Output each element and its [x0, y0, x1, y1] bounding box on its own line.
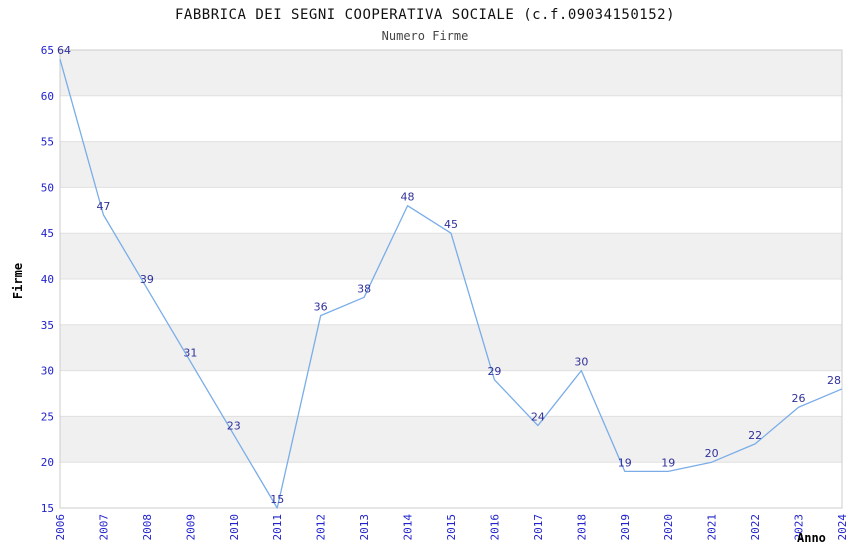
x-tick-label: 2024: [836, 514, 849, 541]
point-value-label: 23: [227, 420, 241, 433]
point-value-label: 20: [705, 447, 719, 460]
x-tick-label: 2008: [141, 514, 154, 541]
x-tick-label: 2013: [358, 514, 371, 541]
x-tick-label: 2023: [793, 514, 806, 541]
band: [60, 50, 842, 96]
point-value-label: 39: [140, 273, 154, 286]
chart-title: FABBRICA DEI SEGNI COOPERATIVA SOCIALE (…: [174, 7, 675, 23]
y-tick-label: 60: [41, 90, 54, 103]
x-tick-label: 2018: [575, 514, 588, 541]
x-tick-label: 2017: [532, 514, 545, 541]
plot-area: 64 47 39 31 23 15 36 38 48 45 29 24 30 19 19 20 22 26 28 15…: [41, 44, 849, 541]
x-tick-label: 2006: [54, 514, 67, 541]
point-value-label: 24: [531, 411, 545, 424]
x-tick-label: 2022: [749, 514, 762, 541]
x-tick-label: 2012: [315, 514, 328, 541]
point-value-label: 47: [96, 200, 110, 213]
y-tick-label: 55: [41, 136, 54, 149]
y-tick-label: 30: [41, 365, 54, 378]
x-tick-label: 2010: [228, 514, 241, 541]
y-tick-label: 40: [41, 273, 54, 286]
point-value-label: 15: [270, 493, 284, 506]
plot-border: [59, 49, 843, 509]
point-value-label: 64: [57, 44, 71, 57]
point-value-label: 19: [618, 456, 632, 469]
x-tick-label: 2011: [271, 514, 284, 541]
point-value-label: 36: [314, 301, 328, 314]
chart-subtitle: Numero Firme: [381, 29, 469, 43]
x-tick-label: 2015: [445, 514, 458, 541]
point-value-label: 48: [401, 191, 415, 204]
band: [60, 233, 842, 279]
band: [60, 141, 842, 188]
y-tick-label: 35: [41, 319, 54, 332]
y-tick-label: 65: [41, 44, 54, 57]
point-value-label: 26: [792, 392, 806, 405]
point-value-label: 19: [661, 456, 675, 469]
point-value-label: 45: [444, 218, 458, 231]
x-tick-label: 2009: [184, 514, 197, 541]
y-tick-label: 45: [41, 227, 54, 240]
point-value-label: 30: [574, 356, 588, 369]
point-value-label: 31: [183, 346, 197, 359]
y-axis-title: Firme: [11, 262, 25, 300]
x-tick-label: 2021: [706, 514, 719, 541]
x-tick-label: 2020: [662, 514, 675, 541]
x-tick-label: 2007: [97, 514, 110, 541]
x-tick-label: 2014: [402, 514, 415, 541]
band: [60, 324, 842, 371]
x-tick-label: 2019: [619, 514, 632, 541]
y-tick-label: 20: [41, 456, 54, 469]
data-line: [59, 58, 843, 509]
point-value-label: 29: [487, 365, 501, 378]
y-tick-label: 25: [41, 410, 54, 423]
point-value-label: 38: [357, 282, 371, 295]
y-tick-label: 50: [41, 181, 54, 194]
y-tick-label: 15: [41, 502, 54, 515]
point-value-label: 22: [748, 429, 762, 442]
band: [60, 416, 842, 463]
x-axis-title: Anno: [797, 531, 826, 545]
point-value-label: 28: [827, 374, 841, 387]
x-tick-label: 2016: [488, 514, 501, 541]
